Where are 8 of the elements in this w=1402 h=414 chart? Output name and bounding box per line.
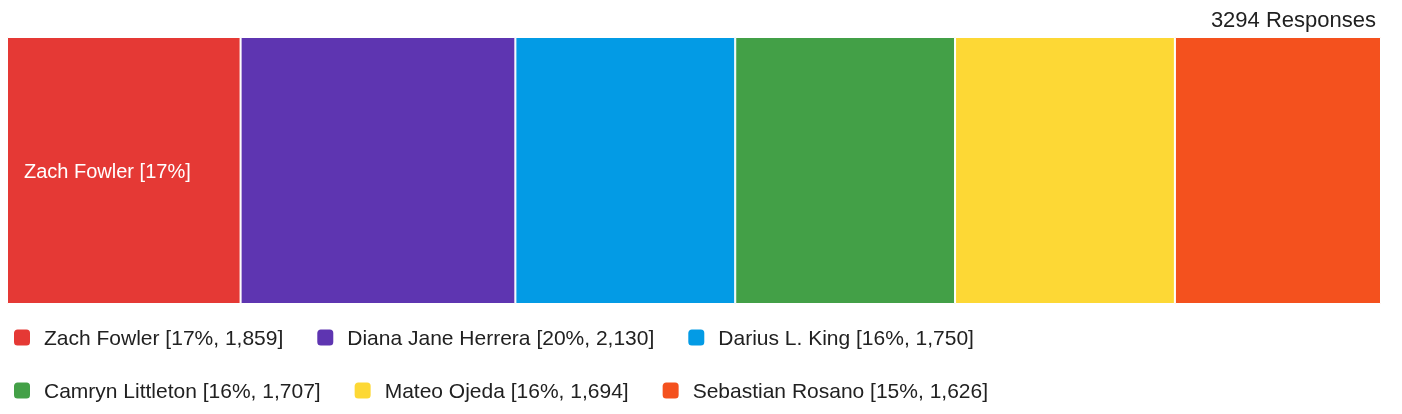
legend-label: Sebastian Rosano [15%, 1,626] bbox=[692, 379, 989, 402]
legend-label: Zach Fowler [17%, 1,859] bbox=[44, 326, 284, 349]
legend-label: Mateo Ojeda [16%, 1,694] bbox=[384, 379, 629, 402]
chart-title: 3294 Responses bbox=[1210, 6, 1377, 32]
data-label: Zach Fowler [17%] bbox=[24, 159, 191, 182]
legend-label: Darius L. King [16%, 1,750] bbox=[718, 326, 974, 349]
legend-label: Camryn Littleton [16%, 1,707] bbox=[44, 379, 321, 402]
legend-label: Diana Jane Herrera [20%, 2,130] bbox=[347, 326, 655, 349]
